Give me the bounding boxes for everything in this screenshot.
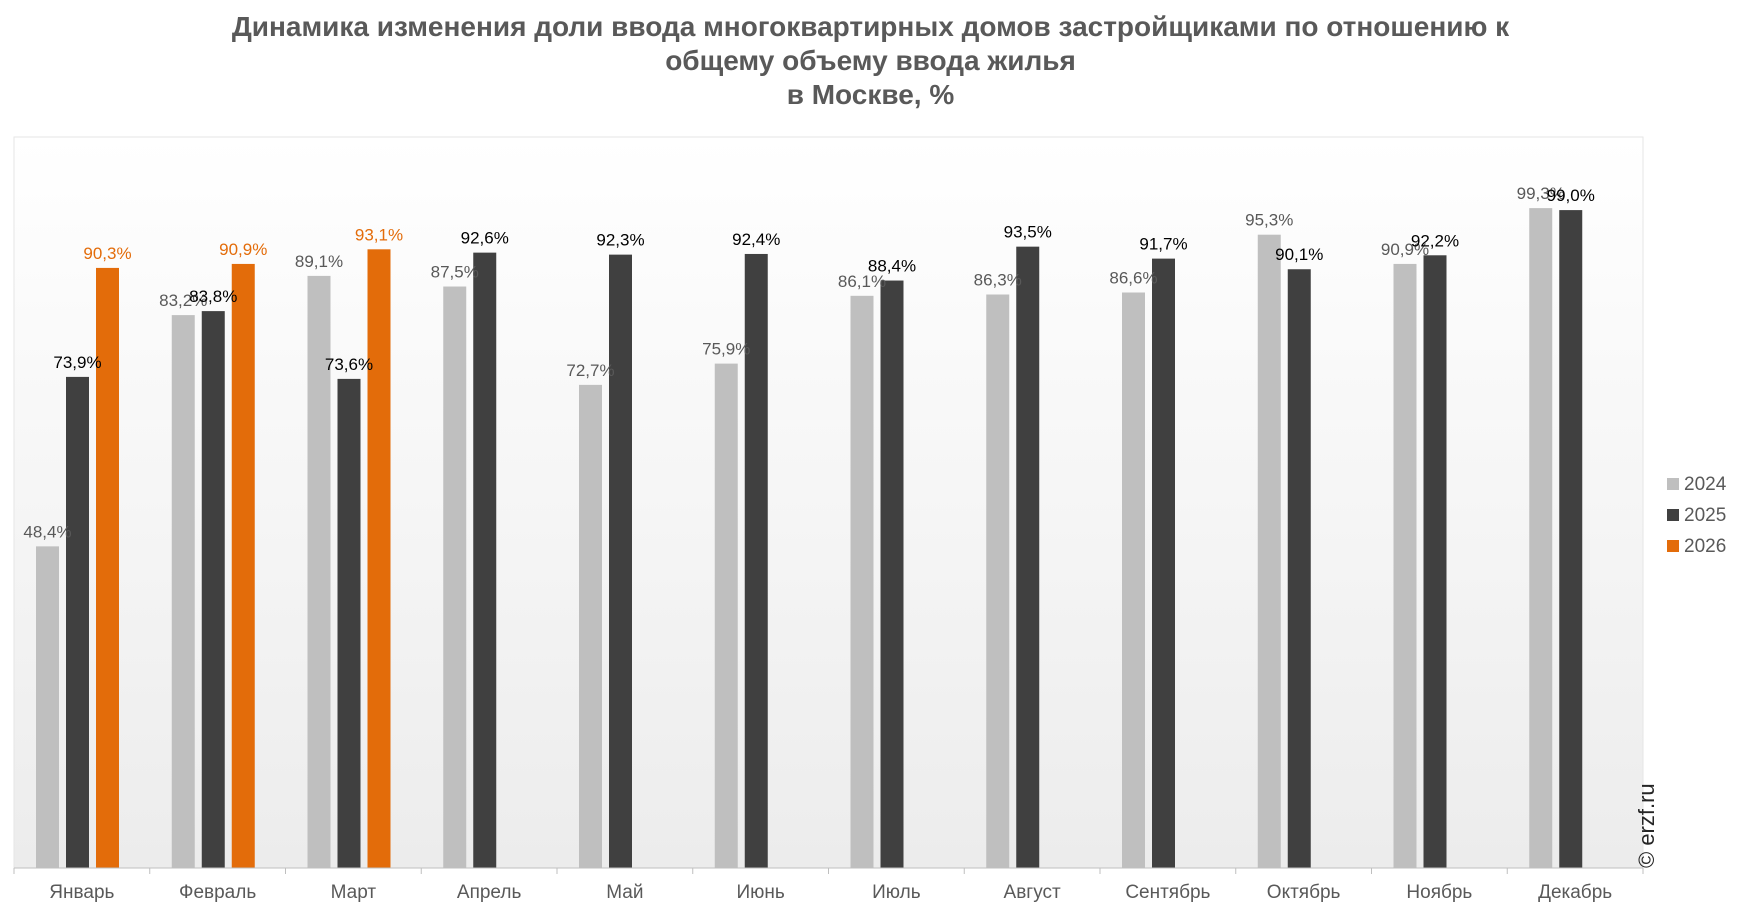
x-axis-label-12: Декабрь bbox=[1538, 882, 1612, 903]
data-label-2024-1: 48,4% bbox=[23, 522, 71, 541]
chart-title-line-2: общему объему ввода жилья bbox=[665, 45, 1076, 76]
x-axis-label-1: Январь bbox=[49, 882, 114, 903]
data-label-2025-4: 92,6% bbox=[461, 229, 509, 248]
bar-2026-1 bbox=[96, 267, 119, 868]
bar-2025-11 bbox=[1423, 255, 1447, 869]
chart-title-line-3: в Москве, % bbox=[786, 79, 955, 110]
bar-2025-3 bbox=[337, 378, 361, 868]
bar-2025-5 bbox=[609, 254, 632, 869]
bar-2024-1 bbox=[36, 546, 59, 868]
x-axis-label-2: Февраль bbox=[179, 882, 256, 903]
x-axis-label-11: Ноябрь bbox=[1406, 882, 1472, 903]
bar-2025-4 bbox=[473, 252, 497, 868]
legend-label-2026: 2026 bbox=[1684, 536, 1726, 557]
data-label-2024-6: 75,9% bbox=[702, 340, 750, 359]
bar-2026-3 bbox=[367, 249, 391, 869]
x-axis-label-9: Сентябрь bbox=[1125, 882, 1210, 903]
data-label-2026-2: 90,9% bbox=[219, 240, 267, 259]
data-label-2025-11: 92,2% bbox=[1411, 231, 1459, 250]
chart-title-line-1: Динамика изменения доли ввода многокварт… bbox=[231, 11, 1510, 42]
bar-2025-7 bbox=[880, 280, 904, 868]
data-label-2026-3: 93,1% bbox=[355, 225, 403, 244]
data-label-2026-1: 90,3% bbox=[83, 244, 131, 263]
x-axis-label-6: Июнь bbox=[736, 882, 784, 903]
x-axis-label-4: Апрель bbox=[457, 882, 522, 903]
legend-label-2025: 2025 bbox=[1684, 505, 1726, 526]
bar-2025-1 bbox=[66, 376, 89, 868]
bar-2024-8 bbox=[986, 294, 1010, 868]
data-label-2025-2: 83,8% bbox=[189, 287, 237, 306]
data-label-2025-8: 93,5% bbox=[1004, 223, 1052, 242]
data-labels-layer: 48,4% 83,2% 89,1% 87,5% 72,7% 75,9% 86,1% 86,3%… bbox=[23, 184, 1594, 541]
bar-2024-6 bbox=[714, 363, 738, 868]
x-axis-labels: Январь Февраль Март Апрель Май Июнь Июль Август… bbox=[49, 882, 1612, 903]
x-axis-label-5: Май bbox=[606, 882, 643, 903]
bar-2024-5 bbox=[579, 384, 602, 868]
data-label-2024-2: 83,2% bbox=[159, 291, 207, 310]
x-axis-label-10: Октябрь bbox=[1267, 882, 1341, 903]
bar-2024-4 bbox=[443, 286, 467, 869]
data-label-2025-6: 92,4% bbox=[732, 230, 780, 249]
data-label-2025-3: 73,6% bbox=[325, 355, 373, 374]
bar-2025-12 bbox=[1559, 210, 1583, 869]
data-label-2024-10: 95,3% bbox=[1245, 211, 1293, 230]
legend: 2024 2025 2026 bbox=[1667, 474, 1727, 557]
chart-title: Динамика изменения доли ввода многокварт… bbox=[0, 10, 1741, 112]
bar-2024-2 bbox=[171, 315, 195, 869]
bar-2026-2 bbox=[231, 263, 255, 868]
data-label-2024-8: 86,3% bbox=[974, 270, 1022, 289]
bar-2024-9 bbox=[1122, 292, 1145, 868]
bar-2024-3 bbox=[307, 275, 331, 868]
bars-layer bbox=[36, 208, 1583, 869]
data-label-2025-5: 92,3% bbox=[596, 231, 644, 250]
data-label-2024-11: 90,9% bbox=[1381, 240, 1429, 259]
data-label-2025-9: 91,7% bbox=[1139, 235, 1187, 254]
data-label-2024-12: 99,3% bbox=[1517, 184, 1565, 203]
plot-area bbox=[13, 136, 1644, 869]
x-axis-label-3: Март bbox=[331, 882, 377, 903]
copyright-text: © erzf.ru bbox=[1634, 783, 1659, 868]
legend-swatch-2026 bbox=[1667, 540, 1679, 552]
x-axis-label-8: Август bbox=[1004, 882, 1061, 903]
data-label-2024-5: 72,7% bbox=[566, 361, 614, 380]
legend-swatch-2025 bbox=[1667, 509, 1679, 521]
legend-swatch-2024 bbox=[1667, 478, 1679, 490]
bar-2025-10 bbox=[1287, 269, 1311, 869]
data-label-2025-12: 99,0% bbox=[1547, 186, 1595, 205]
data-label-2024-7: 86,1% bbox=[838, 272, 886, 291]
bar-2025-6 bbox=[744, 253, 768, 868]
data-label-2025-7: 88,4% bbox=[868, 257, 916, 276]
bar-2025-2 bbox=[201, 311, 225, 868]
x-axis-ticks bbox=[13, 868, 1644, 874]
bar-2025-8 bbox=[1016, 246, 1040, 868]
legend-label-2024: 2024 bbox=[1684, 474, 1727, 495]
data-label-2025-10: 90,1% bbox=[1275, 245, 1323, 264]
bar-2025-9 bbox=[1152, 258, 1175, 868]
x-axis-label-7: Июль bbox=[872, 882, 921, 903]
bar-2024-11 bbox=[1393, 263, 1417, 868]
data-label-2024-3: 89,1% bbox=[295, 252, 343, 271]
bar-2024-10 bbox=[1257, 234, 1281, 869]
data-label-2024-9: 86,6% bbox=[1109, 269, 1157, 288]
data-label-2025-1: 73,9% bbox=[53, 353, 101, 372]
bar-2024-7 bbox=[850, 295, 874, 868]
data-label-2024-4: 87,5% bbox=[431, 263, 479, 282]
bar-2024-12 bbox=[1529, 208, 1553, 868]
